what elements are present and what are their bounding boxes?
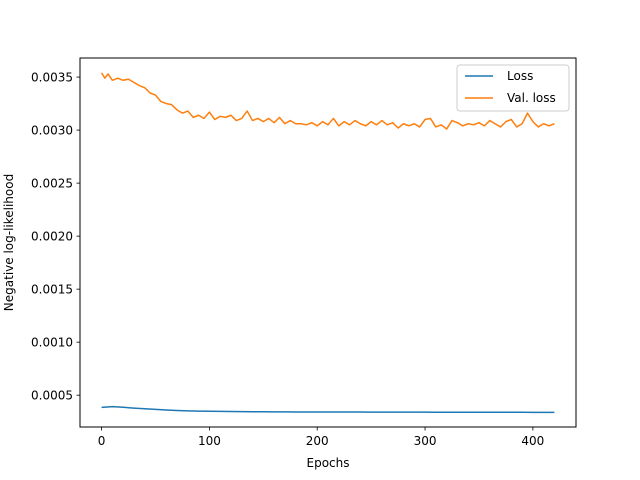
legend: Loss Val. loss bbox=[456, 64, 570, 112]
y-axis-ticks: 0.0005 0.0010 0.0015 0.0020 0.0025 0.0030 0.00… bbox=[31, 71, 80, 403]
y-tick-label: 0.0005 bbox=[31, 389, 73, 403]
series-line-loss bbox=[101, 405, 555, 414]
y-tick-label: 0.0015 bbox=[31, 283, 73, 297]
x-axis-label: Epochs bbox=[307, 456, 350, 470]
y-tick-label: 0.0020 bbox=[31, 230, 73, 244]
series-line-val-loss bbox=[100, 72, 555, 130]
y-tick-label: 0.0030 bbox=[31, 124, 73, 138]
plot-area bbox=[100, 72, 555, 414]
legend-label-val-loss: Val. loss bbox=[507, 91, 556, 105]
x-tick-label: 300 bbox=[414, 434, 437, 448]
x-tick-label: 400 bbox=[521, 434, 544, 448]
x-axis-ticks: 0 100 200 300 400 bbox=[98, 427, 544, 448]
legend-label-loss: Loss bbox=[507, 69, 533, 83]
x-tick-label: 100 bbox=[198, 434, 221, 448]
x-tick-label: 0 bbox=[98, 434, 106, 448]
y-tick-label: 0.0010 bbox=[31, 336, 73, 350]
y-axis-label: Negative log-likelihood bbox=[2, 174, 16, 311]
y-tick-label: 0.0025 bbox=[31, 177, 73, 191]
x-tick-label: 200 bbox=[306, 434, 329, 448]
y-tick-label: 0.0035 bbox=[31, 71, 73, 85]
axes-frame bbox=[79, 57, 577, 428]
